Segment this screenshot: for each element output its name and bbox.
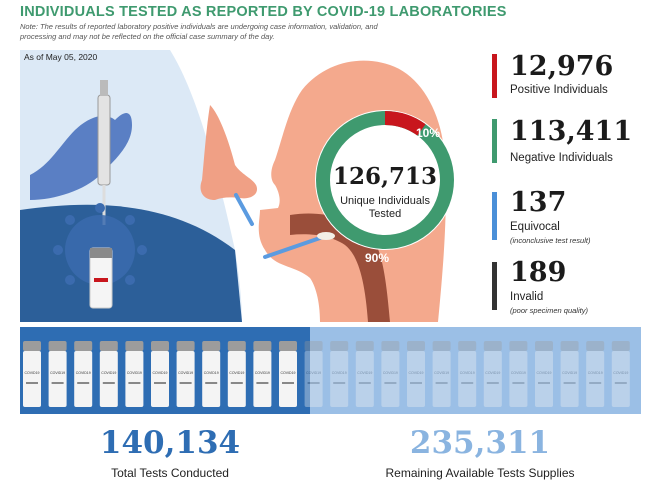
test-tube-icon: COVID19	[279, 341, 297, 407]
test-tubes-bar: COVID19 COVID19 COVID19 COVID19 COVID19 COVID…	[20, 327, 641, 414]
equivocal-value: 137	[510, 187, 567, 218]
tube-label: COVID19	[255, 371, 270, 375]
tube-label: COVID19	[127, 371, 142, 375]
test-tube-icon: COVID19	[560, 341, 579, 407]
negative-color-bar	[492, 119, 497, 163]
remaining-tests-value: 235,311	[409, 425, 551, 461]
tube-label: COVID19	[153, 371, 168, 375]
nasal-swab	[234, 193, 254, 226]
as-of-date: As of May 05, 2020	[24, 52, 98, 62]
pipette-top	[100, 80, 108, 96]
nose	[200, 105, 258, 200]
tube-label: COVID19	[537, 371, 552, 375]
test-tube-icon: COVID19	[23, 341, 41, 407]
test-tube-icon: COVID19	[74, 341, 93, 407]
test-tube-icon: COVID19	[304, 341, 323, 407]
donut-chart: 126,713 Unique Individuals Tested 10% 90…	[315, 110, 455, 265]
tube-label: COVID19	[588, 371, 603, 375]
total-tests-value: 140,134	[99, 425, 241, 461]
tube-label: COVID19	[357, 371, 372, 375]
tube-label: COVID19	[511, 371, 526, 375]
test-tube-icon: COVID19	[586, 341, 605, 407]
test-tube-icon: COVID19	[330, 341, 349, 407]
negative-value: 113,411	[510, 116, 633, 147]
remaining-tests-panel	[310, 327, 641, 414]
equivocal-label: Equivocal	[510, 221, 560, 233]
tube-label: COVID19	[434, 371, 449, 375]
invalid-value: 189	[510, 257, 567, 288]
tube-label: COVID19	[76, 371, 91, 375]
test-tube-icon: COVID19	[381, 341, 400, 407]
donut-positive	[384, 111, 426, 136]
test-tube-cap	[90, 248, 112, 258]
test-tube-icon: COVID19	[176, 341, 195, 407]
tube-label: COVID19	[332, 371, 347, 375]
tube-label: COVID19	[281, 371, 296, 375]
test-tube-icon: COVID19	[611, 341, 630, 407]
illustration: 126,713 Unique Individuals Tested 10% 90…	[20, 50, 455, 322]
positive-label: Positive Individuals	[510, 84, 608, 96]
donut-positive-label: 10%	[416, 126, 440, 140]
tube-label: COVID19	[485, 371, 500, 375]
test-tube-icon: COVID19	[48, 341, 67, 407]
throat-swab	[263, 236, 322, 259]
tube-label: COVID19	[204, 371, 219, 375]
tube-label: COVID19	[383, 371, 398, 375]
equivocal-sub: (inconclusive test result)	[510, 236, 591, 245]
tube-label: COVID19	[460, 371, 475, 375]
test-tube-icon: COVID19	[355, 341, 374, 407]
pipette-body	[97, 94, 111, 186]
tube-label: COVID19	[25, 371, 40, 375]
note-text: Note: The results of reported laboratory…	[20, 22, 378, 41]
positive-color-bar	[492, 54, 497, 98]
invalid-label: Invalid	[510, 291, 544, 303]
remaining-tests-label: Remaining Available Tests Supplies	[385, 466, 575, 480]
test-tube-icon: COVID19	[253, 341, 272, 407]
test-tube-icon: COVID19	[227, 341, 246, 407]
test-tube-icon: COVID19	[432, 341, 451, 407]
positive-value: 12,976	[510, 51, 614, 82]
test-tube-icon: COVID19	[458, 341, 477, 407]
tube-label: COVID19	[101, 371, 116, 375]
test-tube-icon: COVID19	[535, 341, 553, 407]
tube-label: COVID19	[409, 371, 424, 375]
test-tube-label-red	[94, 278, 108, 282]
test-tube-icon: COVID19	[99, 341, 118, 407]
test-tube-icon: COVID19	[407, 341, 425, 407]
test-tube-icon: COVID19	[151, 341, 169, 407]
tube-label: COVID19	[306, 371, 321, 375]
donut-negative-label: 90%	[365, 251, 389, 265]
donut-center-value: 126,713	[333, 163, 437, 190]
test-tube-icon: COVID19	[509, 341, 528, 407]
equivocal-color-bar	[492, 192, 497, 240]
total-tests-label: Total Tests Conducted	[111, 466, 229, 480]
invalid-sub: (poor specimen quality)	[510, 306, 588, 315]
negative-label: Negative Individuals	[510, 152, 613, 164]
test-tube-icon: COVID19	[483, 341, 502, 407]
tube-label: COVID19	[50, 371, 65, 375]
invalid-color-bar	[492, 262, 497, 310]
swab-tip	[317, 232, 335, 240]
tube-label: COVID19	[562, 371, 577, 375]
tube-label: COVID19	[229, 371, 244, 375]
test-tube-icon: COVID19	[202, 341, 221, 407]
tube-label: COVID19	[178, 371, 193, 375]
donut-center-label-1: Unique Individuals	[340, 195, 430, 207]
test-tube-icon: COVID19	[125, 341, 144, 407]
page-title: INDIVIDUALS TESTED AS REPORTED BY COVID-…	[20, 4, 507, 20]
donut-center-label-2: Tested	[369, 208, 401, 220]
tube-label: COVID19	[613, 371, 628, 375]
